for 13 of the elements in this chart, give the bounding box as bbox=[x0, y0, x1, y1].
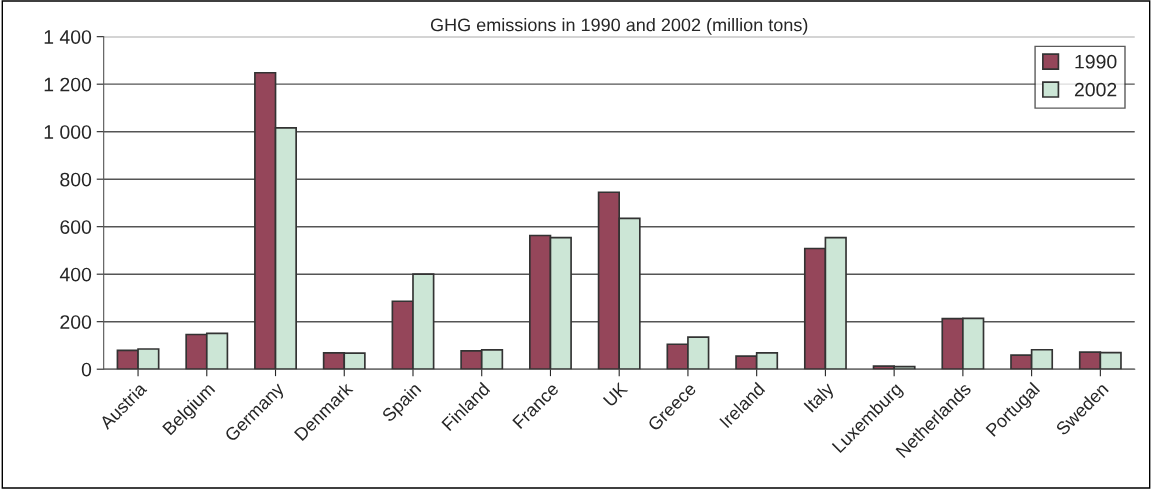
chart-title: GHG emissions in 1990 and 2002 (million tons) bbox=[430, 18, 808, 35]
y-tick-label: 0 bbox=[81, 362, 92, 377]
y-tick-label: 1 400 bbox=[44, 30, 92, 44]
y-tick-label: 800 bbox=[60, 172, 92, 187]
x-tick-label: Italy bbox=[803, 381, 838, 416]
y-tick-label: 1 000 bbox=[44, 125, 92, 139]
x-tick-label: UK bbox=[602, 381, 629, 408]
y-tick-label: 600 bbox=[60, 220, 92, 234]
y-tick-label: 400 bbox=[59, 267, 92, 282]
y-tick-label: 200 bbox=[60, 315, 92, 329]
legend-label: 1990 bbox=[1075, 54, 1117, 69]
y-tick-label: 1 200 bbox=[44, 77, 92, 92]
legend-label: 2002 bbox=[1074, 82, 1117, 97]
